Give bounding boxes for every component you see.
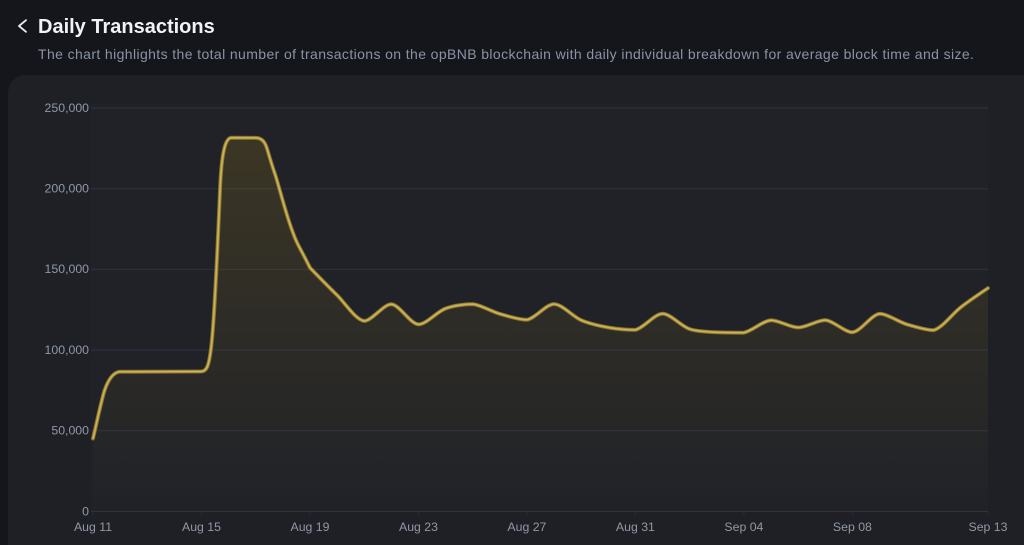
svg-text:150,000: 150,000	[45, 262, 90, 276]
svg-text:Aug 27: Aug 27	[507, 520, 546, 534]
svg-text:Aug 11: Aug 11	[74, 520, 112, 534]
svg-text:Sep 04: Sep 04	[724, 520, 763, 534]
svg-text:Aug 23: Aug 23	[399, 520, 438, 534]
svg-text:100,000: 100,000	[45, 343, 90, 357]
svg-text:50,000: 50,000	[51, 424, 89, 438]
svg-text:Aug 19: Aug 19	[291, 520, 330, 534]
svg-text:250,000: 250,000	[45, 101, 90, 115]
svg-text:Sep 08: Sep 08	[833, 520, 872, 534]
svg-text:Aug 15: Aug 15	[182, 520, 221, 534]
svg-text:Sep 13: Sep 13	[969, 520, 1008, 534]
svg-text:0: 0	[82, 504, 89, 518]
svg-text:200,000: 200,000	[45, 182, 90, 196]
svg-text:Aug 31: Aug 31	[616, 520, 655, 534]
